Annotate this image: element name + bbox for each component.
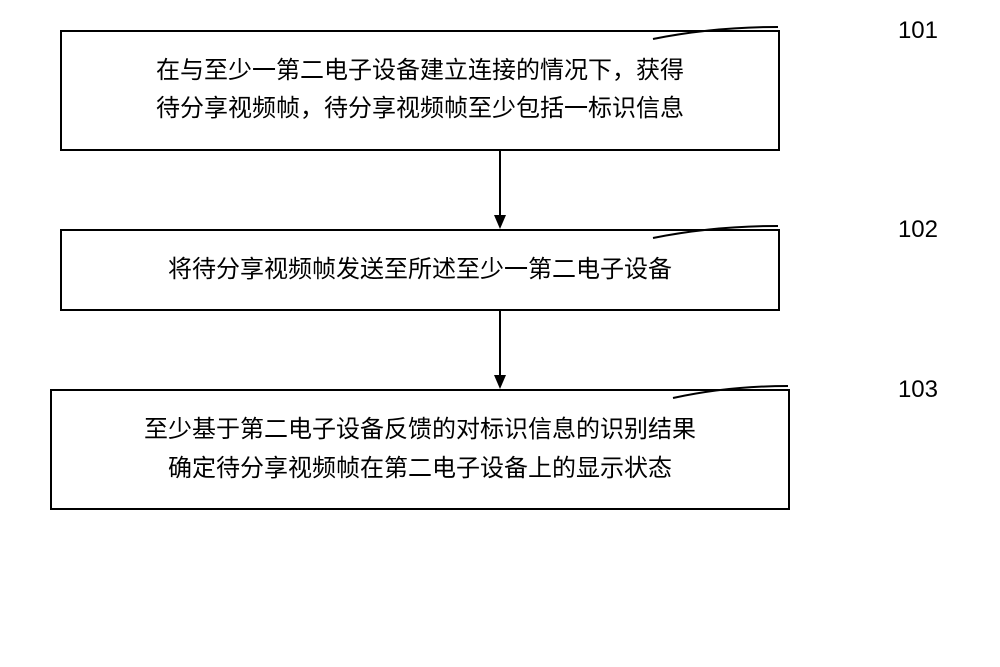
node-text: 至少基于第二电子设备反馈的对标识信息的识别结果 bbox=[82, 411, 758, 449]
node-text: 将待分享视频帧发送至所述至少一第二电子设备 bbox=[92, 251, 748, 289]
label-connector-101 bbox=[653, 27, 783, 57]
arrow-101-to-102 bbox=[485, 151, 515, 229]
node-text: 在与至少一第二电子设备建立连接的情况下，获得 bbox=[92, 52, 748, 90]
flowchart-node-101: 101 在与至少一第二电子设备建立连接的情况下，获得 待分享视频帧，待分享视频帧… bbox=[60, 30, 780, 151]
node-label-103: 103 bbox=[898, 371, 938, 409]
arrow-102-to-103 bbox=[485, 311, 515, 389]
flowchart-node-102: 102 将待分享视频帧发送至所述至少一第二电子设备 bbox=[60, 229, 780, 311]
node-label-101: 101 bbox=[898, 12, 938, 50]
node-text: 确定待分享视频帧在第二电子设备上的显示状态 bbox=[82, 450, 758, 488]
label-connector-103 bbox=[673, 386, 793, 416]
label-connector-102 bbox=[653, 226, 783, 256]
node-label-102: 102 bbox=[898, 211, 938, 249]
node-text: 待分享视频帧，待分享视频帧至少包括一标识信息 bbox=[92, 90, 748, 128]
flowchart-node-103: 103 至少基于第二电子设备反馈的对标识信息的识别结果 确定待分享视频帧在第二电… bbox=[50, 389, 790, 510]
flowchart-container: 101 在与至少一第二电子设备建立连接的情况下，获得 待分享视频帧，待分享视频帧… bbox=[50, 30, 950, 510]
